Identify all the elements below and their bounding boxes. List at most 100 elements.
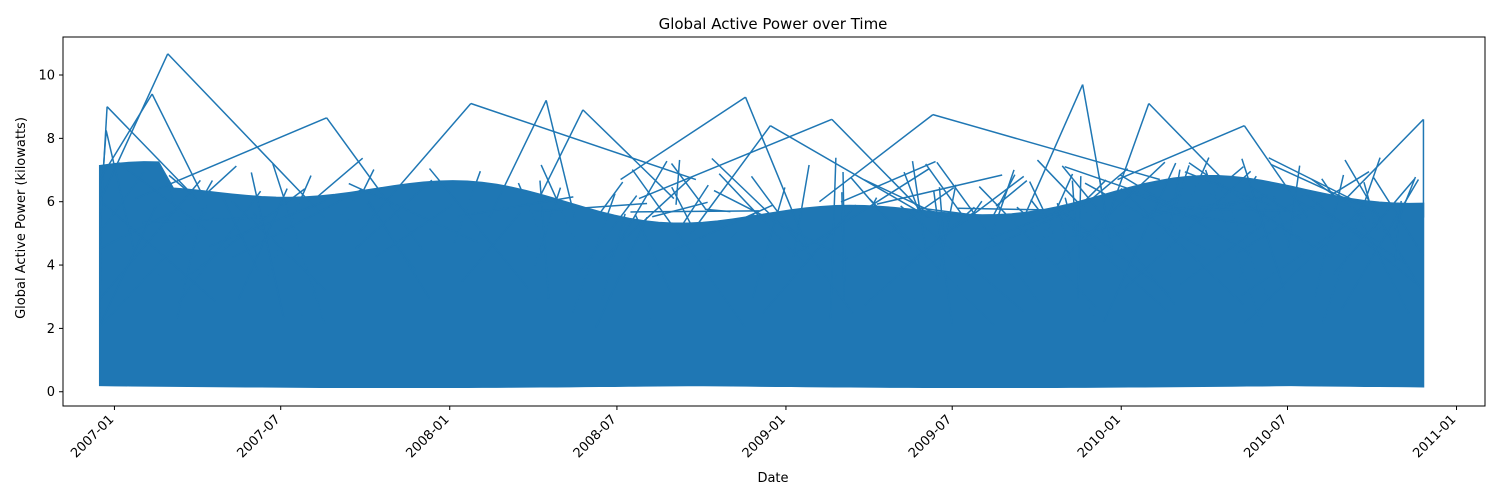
series-line: [1030, 199, 1107, 297]
series-line: [1028, 181, 1095, 317]
peak-line: [744, 96, 809, 250]
series-line: [1373, 177, 1425, 257]
series-line: [761, 204, 857, 314]
series-line: [1218, 183, 1270, 302]
plot-area: [98, 53, 1425, 389]
series-line: [1306, 194, 1420, 287]
series-line: [952, 212, 974, 232]
series-line: [181, 188, 306, 282]
series-line: [609, 160, 668, 259]
series-line: [829, 157, 837, 319]
series-line: [933, 190, 954, 326]
series-line: [601, 213, 626, 300]
series-line: [250, 172, 285, 318]
series-line: [272, 163, 326, 324]
series-line: [539, 180, 550, 299]
peak-line: [106, 106, 197, 200]
series-line: [1241, 158, 1285, 290]
series-line: [1268, 157, 1369, 209]
series-line: [955, 174, 1016, 288]
series-line: [1192, 175, 1257, 274]
series-line: [525, 204, 570, 248]
series-line: [1289, 196, 1379, 243]
series-line: [938, 187, 945, 242]
peak-line: [105, 130, 135, 250]
series-line: [718, 173, 805, 265]
series-line: [208, 200, 326, 248]
series-line: [1077, 176, 1082, 299]
series-line: [182, 165, 237, 216]
series-line: [795, 168, 930, 255]
series-line: [1251, 186, 1301, 220]
series-line: [842, 171, 846, 283]
series-line: [1332, 178, 1416, 275]
series-line: [1103, 162, 1177, 323]
series-line: [159, 203, 192, 256]
y-tick-label: 4: [47, 259, 55, 274]
series-line: [1321, 157, 1381, 324]
series-line: [864, 206, 975, 306]
peak-line: [690, 125, 771, 234]
series-line: [711, 157, 804, 247]
series-line: [1170, 169, 1181, 224]
series-line: [852, 186, 955, 259]
series-line: [1055, 161, 1166, 266]
series-line: [252, 212, 258, 218]
series-line: [840, 160, 936, 203]
series-line: [1056, 202, 1071, 261]
series-line: [1016, 206, 1128, 303]
series-line: [517, 182, 547, 249]
series-line: [461, 212, 521, 283]
series-line: [290, 190, 363, 275]
peak-line: [1342, 118, 1424, 203]
series-line: [301, 169, 375, 316]
peak-line: [99, 53, 169, 203]
series-line: [676, 184, 709, 234]
series-line: [161, 170, 182, 223]
y-tick-label: 0: [47, 385, 55, 400]
peak-line: [582, 109, 675, 200]
series-line: [1240, 212, 1365, 296]
y-axis-label: Global Active Power (kilowatts): [14, 117, 29, 319]
peak-line: [932, 113, 1161, 181]
series-line: [220, 192, 259, 271]
series-line: [457, 196, 574, 218]
series-line: [1344, 159, 1425, 294]
series-line: [1363, 181, 1378, 231]
series-line: [1320, 209, 1406, 265]
peak-line: [1101, 103, 1150, 234]
peak-line: [620, 96, 746, 181]
series-line: [178, 190, 262, 304]
series-line: [631, 169, 746, 328]
series-line: [652, 201, 708, 218]
peak-line: [167, 53, 326, 219]
series-line: [1084, 182, 1207, 251]
peak-line: [536, 109, 584, 203]
series-line: [1151, 210, 1256, 226]
series-line: [355, 179, 433, 250]
series-line: [1393, 176, 1417, 231]
peak-line: [545, 100, 576, 218]
series-line: [375, 204, 453, 258]
series-line: [1287, 165, 1301, 249]
series-line: [1184, 171, 1272, 207]
peak-line: [488, 100, 547, 218]
series-line: [925, 163, 992, 256]
series-line: [903, 171, 927, 230]
series-line: [792, 164, 810, 258]
series-line: [841, 192, 846, 304]
series-line: [869, 198, 995, 326]
series-line: [1150, 166, 1244, 246]
peak-line: [819, 114, 934, 203]
series-line: [99, 171, 145, 234]
series-line: [713, 189, 848, 260]
series-line: [136, 210, 232, 299]
peak-line: [1117, 124, 1245, 181]
peak-line: [1023, 84, 1084, 218]
series-line: [99, 211, 207, 328]
series-line: [1064, 213, 1170, 295]
series-line: [1124, 170, 1252, 289]
series-line: [572, 193, 616, 313]
peak-line: [326, 117, 423, 250]
peak-line: [1148, 102, 1243, 200]
